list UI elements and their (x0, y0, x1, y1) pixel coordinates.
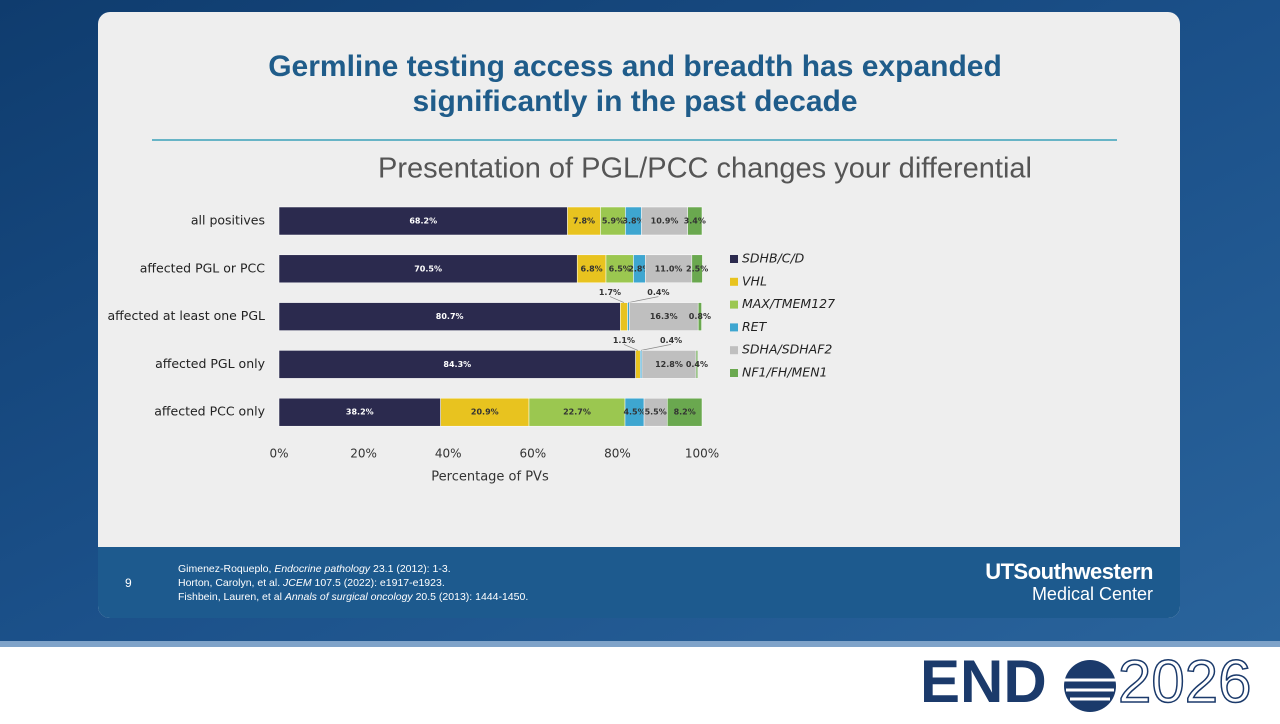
leader-line (609, 296, 625, 303)
bar-segment (635, 350, 641, 379)
x-tick-label: 80% (604, 447, 631, 461)
legend-label: SDHA/SDHAF2 (742, 342, 832, 357)
reference-part: Annals of surgical oncology (284, 591, 414, 603)
chart-title: Presentation of PGL/PCC changes your dif… (378, 153, 1032, 185)
value-label: 0.8% (689, 312, 711, 321)
value-label: 16.3% (650, 312, 678, 321)
legend-label: VHL (742, 273, 767, 288)
reference-part: Fishbein, Lauren, et al (178, 591, 285, 603)
bar-segment (278, 206, 568, 236)
reference: Horton, Carolyn, et al. JCEM 107.5 (2022… (178, 577, 445, 589)
x-axis-label: Percentage of PVs (431, 470, 549, 485)
reference-part: 20.5 (2013): 1444-1450. (413, 591, 529, 603)
value-label: 2.8% (628, 264, 650, 273)
slide-footer (98, 547, 1180, 618)
legend-label: MAX/TMEM127 (742, 296, 835, 311)
bar-segment (697, 302, 702, 331)
value-label: 11.0% (655, 264, 683, 273)
legend-label: RET (742, 319, 768, 334)
value-label: 6.5% (609, 264, 631, 273)
bar-segment (567, 206, 601, 236)
legend-swatch (730, 277, 738, 286)
leader-line (623, 344, 639, 351)
value-label: 0.4% (686, 360, 708, 369)
legend-swatch (730, 255, 738, 263)
bar-segment (278, 350, 636, 379)
legend-label: NF1/FH/MEN1 (742, 365, 828, 380)
value-label: 7.8% (573, 217, 595, 226)
value-label: 22.7% (563, 408, 591, 417)
institution-name: UTSouthwestern (985, 559, 1153, 584)
y-tick-label: affected PCC only (154, 404, 265, 419)
leader-line (641, 344, 672, 351)
bar-segment (645, 254, 693, 284)
value-label: 10.9% (651, 217, 679, 226)
value-label: 3.8% (622, 217, 644, 226)
value-label: 3.4% (684, 217, 706, 226)
y-tick-label: affected at least one PGL (107, 308, 265, 323)
leader-line (628, 296, 659, 303)
value-label: 8.2% (674, 408, 696, 417)
legend-swatch (730, 369, 738, 377)
page-number: 9 (125, 576, 132, 590)
value-label: 84.3% (443, 360, 471, 369)
slide-title: Germline testing access and breadth has … (268, 50, 1002, 83)
y-tick-label: affected PGL or PCC (140, 260, 266, 275)
reference-part: 23.1 (2012): 1-3. (370, 563, 451, 575)
globe-icon (1064, 660, 1116, 712)
chart: 0% 20% 40% 60% 80% 100% all positives 68.2% 7.8%… (107, 206, 835, 461)
x-tick-label: 0% (269, 447, 288, 461)
event-year: 2026 (1118, 648, 1251, 715)
legend-swatch (730, 323, 738, 332)
legend-label: SDHB/C/D (742, 251, 805, 266)
slide-title: significantly in the past decade (412, 85, 857, 118)
bar-segment (620, 302, 628, 331)
reference-part: Endocrine pathology (274, 563, 370, 575)
value-label: 5.9% (602, 217, 624, 226)
value-label: 2.5% (686, 264, 708, 273)
bar-segment (278, 254, 578, 284)
value-label: 0.4% (660, 336, 682, 345)
value-label: 4.5% (623, 408, 645, 417)
bar-segment (687, 206, 703, 236)
reference-part: Horton, Carolyn, et al. (178, 577, 283, 589)
bar-segment (691, 254, 703, 284)
reference-part: Gimenez-Roqueplo, (178, 563, 274, 575)
value-label: 1.1% (613, 336, 635, 345)
event-logo: END (920, 648, 1047, 715)
bar-segment (278, 302, 621, 331)
reference-part: JCEM (282, 577, 312, 589)
value-label: 80.7% (436, 312, 464, 321)
bar-segment (639, 350, 643, 379)
legend-swatch (730, 300, 738, 309)
x-tick-label: 20% (350, 447, 377, 461)
y-tick-label: affected PGL only (155, 356, 266, 371)
value-label: 38.2% (346, 408, 374, 417)
reference: Gimenez-Roqueplo, Endocrine pathology 23… (178, 563, 451, 575)
bar-segment (667, 397, 703, 427)
bar-segment (628, 302, 699, 331)
x-tick-label: 40% (435, 447, 462, 461)
bar-segment (278, 397, 441, 427)
institution-sub: Medical Center (1032, 584, 1153, 604)
reference: Fishbein, Lauren, et al Annals of surgic… (178, 591, 528, 603)
value-label: 20.9% (471, 408, 499, 417)
value-label: 1.7% (599, 288, 621, 297)
x-tick-label: 100% (685, 447, 719, 461)
value-label: 68.2% (409, 217, 437, 226)
y-tick-label: all positives (191, 213, 265, 228)
value-label: 5.5% (645, 408, 667, 417)
reference-part: 107.5 (2022): e1917-e1923. (312, 577, 445, 589)
legend-swatch (730, 346, 738, 355)
x-tick-label: 60% (519, 447, 546, 461)
value-label: 6.8% (581, 264, 603, 273)
value-label: 12.8% (655, 360, 683, 369)
bar-segment (528, 397, 626, 427)
bar-segment (695, 350, 699, 379)
bar-segment (627, 302, 630, 331)
value-label: 70.5% (414, 264, 442, 273)
divider (0, 641, 1280, 647)
value-label: 0.4% (647, 288, 669, 297)
